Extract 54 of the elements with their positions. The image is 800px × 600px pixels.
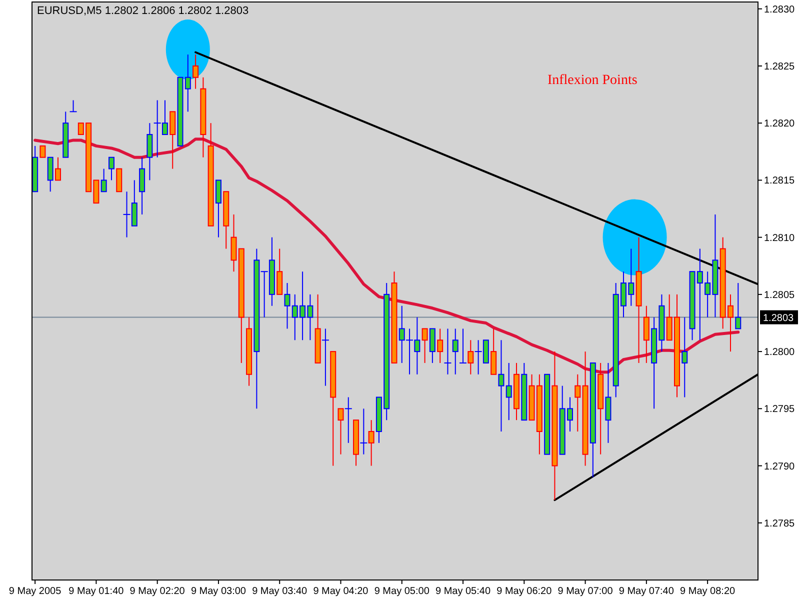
y-tick-label: 1.2830 (764, 4, 796, 16)
candlestick (605, 362, 612, 444)
candlestick (116, 168, 122, 192)
candlestick (735, 282, 742, 330)
candlestick (284, 282, 290, 330)
x-tick-label: 9 May 05:40 (435, 586, 491, 597)
candlestick (215, 180, 222, 238)
candlestick (54, 156, 61, 181)
y-tick-label: 1.2810 (764, 232, 796, 244)
candlestick (338, 408, 344, 455)
candlestick (170, 111, 176, 170)
candlestick (506, 362, 512, 421)
x-tick-label: 9 May 01:40 (68, 586, 124, 597)
y-tick-label: 1.2785 (764, 518, 796, 530)
candlestick (429, 328, 436, 364)
candlestick (139, 156, 146, 215)
x-tick-label: 9 May 2005 (8, 586, 62, 597)
y-tick-label: 1.2795 (764, 404, 796, 416)
y-tick-label: 1.2820 (764, 118, 796, 130)
y-tick-label: 1.2800 (764, 347, 796, 358)
x-tick-label: 9 May 03:00 (190, 586, 246, 597)
y-tick-label: 1.2825 (764, 61, 796, 72)
y-tick-label: 1.2790 (764, 461, 796, 472)
candlestick (422, 328, 428, 364)
x-tick-label: 9 May 06:20 (496, 586, 552, 597)
candlestick (682, 316, 688, 398)
y-tick-label: 1.2805 (764, 290, 796, 301)
candlestick (452, 328, 458, 375)
candlestick (574, 374, 581, 432)
x-tick-label: 9 May 03:40 (252, 586, 308, 597)
ref-line-label: 1.2803 (763, 312, 794, 324)
candlestick (100, 168, 107, 192)
candlestick (643, 305, 650, 364)
candlestick (40, 145, 46, 158)
annotation: Inflexion Points (547, 73, 638, 88)
x-tick-label: 9 May 02:20 (130, 586, 186, 597)
candlestick (276, 248, 283, 295)
x-tick-label: 9 May 08:20 (680, 586, 736, 597)
candlestick (490, 328, 497, 375)
x-tick-label: 9 May 07:40 (618, 586, 674, 597)
y-tick-label: 1.2815 (764, 176, 796, 187)
x-tick-label: 9 May 04:20 (313, 586, 369, 597)
candlestick (498, 340, 504, 432)
candlestick (108, 156, 114, 181)
candlestick (368, 420, 374, 466)
candlestick (146, 122, 153, 181)
candlestick (192, 54, 199, 90)
x-tick-label: 9 May 05:00 (374, 586, 430, 597)
candlestick (468, 340, 474, 375)
candlestick (437, 328, 444, 364)
line-series (34, 138, 740, 374)
chart-title: EURUSD,M5 1.2802 1.2806 1.2802 1.2803 (37, 5, 249, 17)
x-tick-label: 9 May 07:00 (558, 586, 614, 597)
candlestick (47, 156, 54, 192)
